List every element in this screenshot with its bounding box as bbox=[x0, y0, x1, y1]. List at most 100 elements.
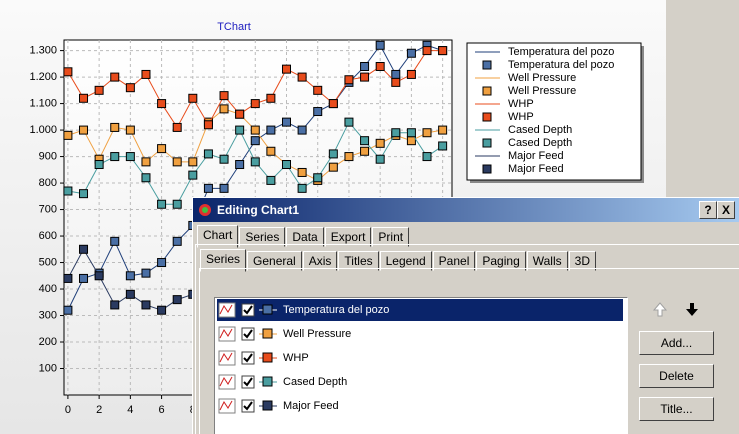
y-tick-label: 1.100 bbox=[29, 97, 57, 109]
point bbox=[375, 154, 385, 164]
row-icons bbox=[218, 398, 277, 414]
subtab[interactable]: General bbox=[247, 251, 302, 271]
point bbox=[375, 40, 385, 50]
point bbox=[391, 128, 401, 138]
point bbox=[188, 93, 198, 103]
point bbox=[188, 170, 198, 180]
point bbox=[250, 157, 260, 167]
subtab[interactable]: 3D bbox=[568, 251, 596, 271]
point bbox=[250, 125, 260, 135]
move-down[interactable] bbox=[686, 303, 698, 316]
tabs: Chart Series Data Export Print bbox=[197, 225, 410, 248]
point bbox=[391, 77, 401, 87]
point bbox=[219, 183, 229, 193]
point bbox=[219, 154, 229, 164]
series-name: Major Feed bbox=[283, 400, 339, 412]
point bbox=[313, 85, 323, 95]
legend-label: Major Feed bbox=[508, 163, 564, 175]
series-row[interactable]: Cased Depth bbox=[217, 371, 623, 393]
point bbox=[94, 85, 104, 95]
help-button[interactable]: ? bbox=[699, 201, 717, 219]
subtab[interactable]: Paging bbox=[476, 251, 526, 271]
y-tick-label: 200 bbox=[39, 336, 57, 348]
point bbox=[281, 64, 291, 74]
y-tick-label: 1.300 bbox=[29, 45, 57, 57]
point bbox=[172, 295, 182, 305]
series-name: WHP bbox=[283, 352, 309, 364]
subtab[interactable]: Walls bbox=[526, 251, 568, 271]
point bbox=[266, 93, 276, 103]
point bbox=[328, 99, 338, 109]
point bbox=[406, 48, 416, 58]
dialog-title: Editing Chart1 bbox=[217, 203, 300, 217]
subtab[interactable]: Titles bbox=[338, 251, 379, 271]
series-name: Cased Depth bbox=[283, 376, 348, 388]
close-button[interactable]: X bbox=[717, 201, 735, 219]
subtab[interactable]: Axis bbox=[302, 251, 338, 271]
point bbox=[235, 109, 245, 119]
y-tick-label: 900 bbox=[39, 150, 57, 162]
point bbox=[125, 152, 135, 162]
x-tick-label: 4 bbox=[127, 404, 133, 416]
y-tick-label: 800 bbox=[39, 177, 57, 189]
point bbox=[63, 67, 73, 77]
legend-marker bbox=[482, 164, 492, 174]
point bbox=[141, 69, 151, 79]
tab[interactable]: Chart bbox=[197, 225, 239, 248]
point bbox=[313, 173, 323, 183]
point bbox=[438, 141, 448, 151]
tab[interactable]: Export bbox=[324, 227, 372, 247]
series-row[interactable]: Major Feed bbox=[217, 395, 623, 417]
point bbox=[63, 273, 73, 283]
subtab[interactable]: Panel bbox=[432, 251, 476, 271]
button[interactable]: Title... bbox=[639, 397, 714, 421]
point bbox=[141, 173, 151, 183]
move-up[interactable] bbox=[652, 302, 668, 317]
point bbox=[63, 186, 73, 196]
tab[interactable]: Data bbox=[286, 227, 324, 247]
tab[interactable]: Print bbox=[372, 227, 410, 247]
point bbox=[219, 91, 229, 101]
series-row[interactable]: WHP bbox=[217, 347, 623, 369]
button[interactable]: Delete bbox=[639, 364, 714, 388]
legend-label: Well Pressure bbox=[508, 72, 576, 84]
series-row[interactable]: Temperatura del pozo bbox=[217, 299, 623, 321]
button[interactable]: Add... bbox=[639, 331, 714, 355]
point bbox=[360, 61, 370, 71]
point bbox=[438, 46, 448, 56]
legend-label: Major Feed bbox=[508, 150, 564, 162]
point bbox=[360, 72, 370, 82]
point bbox=[157, 199, 167, 209]
series-row[interactable]: Well Pressure bbox=[217, 323, 623, 345]
point bbox=[344, 152, 354, 162]
subtab[interactable]: Legend bbox=[379, 251, 432, 271]
point bbox=[328, 162, 338, 172]
legend-marker bbox=[482, 112, 492, 122]
series-name: Well Pressure bbox=[283, 328, 352, 340]
point bbox=[219, 104, 229, 114]
point bbox=[79, 273, 89, 283]
point bbox=[438, 125, 448, 135]
point bbox=[125, 271, 135, 281]
series-list[interactable]: Temperatura del pozo Well Pressure WHP Case… bbox=[214, 297, 628, 434]
point bbox=[344, 75, 354, 85]
point bbox=[203, 183, 213, 193]
x-tick-label: 2 bbox=[96, 404, 102, 416]
legend-label: WHP bbox=[508, 111, 534, 123]
point bbox=[125, 289, 135, 299]
x-tick-label: 0 bbox=[65, 404, 71, 416]
point bbox=[110, 122, 120, 132]
point bbox=[63, 305, 73, 315]
point bbox=[391, 69, 401, 79]
point bbox=[125, 125, 135, 135]
point bbox=[188, 157, 198, 167]
legend-marker bbox=[482, 60, 492, 70]
point bbox=[250, 136, 260, 146]
legend-label: Temperatura del pozo bbox=[508, 46, 614, 58]
tab[interactable]: Series bbox=[239, 227, 286, 247]
row-icons bbox=[218, 350, 277, 366]
point bbox=[203, 149, 213, 159]
point bbox=[110, 236, 120, 246]
point bbox=[141, 300, 151, 310]
subtab[interactable]: Series bbox=[200, 249, 247, 272]
